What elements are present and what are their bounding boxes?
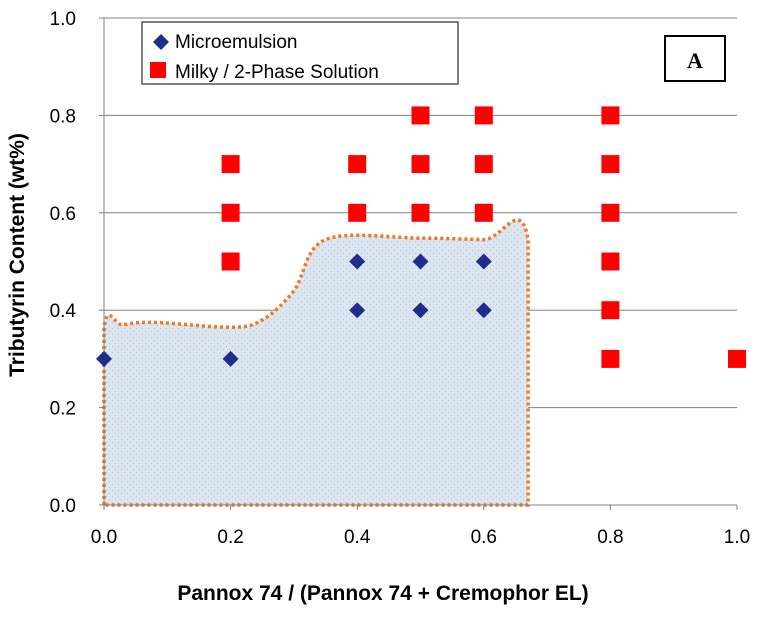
x-axis-title: Pannox 74 / (Pannox 74 + Cremophor EL) [177,582,588,605]
milky-point [221,155,240,174]
x-tick-label-5: 1.0 [724,527,750,548]
legend-marker-microemulsion [153,34,169,50]
x-tick-label-1: 0.2 [217,527,243,548]
tick-labels: 0.0 0.2 0.4 0.6 0.8 1.0 0.0 0.2 0.4 0.6 0.8 1.0 [50,9,751,548]
milky-point [601,106,620,125]
microemulsion-point [475,253,492,270]
milky-point [348,155,367,174]
milky-point [474,203,493,222]
milky-point [474,106,493,125]
microemulsion-point [349,253,366,270]
y-tick-label-4: 0.8 [50,106,76,127]
data-points [96,106,746,368]
milky-point [411,155,430,174]
milky-point [221,203,240,222]
milky-point [474,155,493,174]
x-tick-label-3: 0.6 [471,527,497,548]
milky-point [601,349,620,368]
y-axis-title: Tributyrin Content (wt%) [6,133,29,377]
x-tick-label-0: 0.0 [91,527,117,548]
panel-label-text: A [687,48,703,73]
y-tick-label-5: 1.0 [50,9,76,30]
legend: Microemulsion Milky / 2-Phase Solution [141,21,459,85]
milky-point [601,252,620,271]
y-tick-label-1: 0.2 [50,399,76,420]
axes [99,17,738,510]
legend-marker-milky [150,62,166,78]
microemulsion-point [349,302,366,319]
milky-point [728,349,746,368]
microemulsion-region [102,218,530,507]
milky-point [601,155,620,174]
microemulsion-point [412,253,429,270]
panel-label: A [664,35,726,82]
legend-label-milky: Milky / 2-Phase Solution [175,62,379,83]
milky-point [601,203,620,222]
microemulsion-region-outline [102,218,530,507]
milky-point [411,203,430,222]
y-tick-label-2: 0.4 [50,301,77,322]
y-tick-label-3: 0.6 [50,204,76,225]
milky-point [348,203,367,222]
microemulsion-point [412,302,429,319]
milky-point [221,252,240,271]
x-tick-label-2: 0.4 [344,527,371,548]
microemulsion-point [222,350,239,367]
panel-label-box [664,35,726,82]
y-tick-label-0: 0.0 [50,496,76,517]
legend-label-microemulsion: Microemulsion [175,32,297,53]
legend-box [141,21,459,85]
microemulsion-point [475,302,492,319]
x-tick-label-4: 0.8 [597,527,623,548]
milky-point [601,301,620,320]
microemulsion-point [96,350,112,367]
milky-point [411,106,430,125]
